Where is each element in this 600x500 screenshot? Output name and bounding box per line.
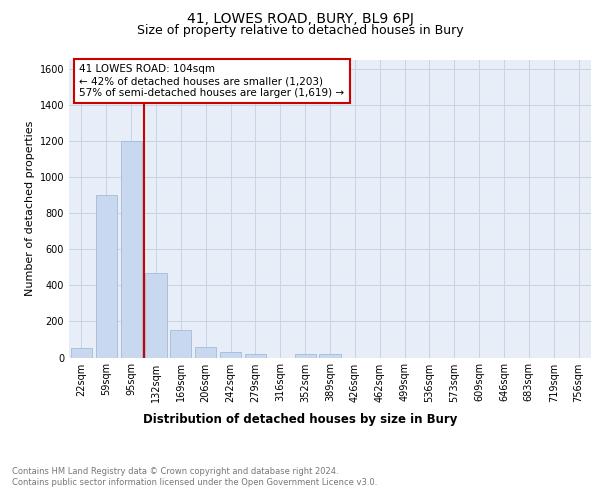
Text: Contains HM Land Registry data © Crown copyright and database right 2024.
Contai: Contains HM Land Registry data © Crown c… [12, 468, 377, 487]
Text: 41, LOWES ROAD, BURY, BL9 6PJ: 41, LOWES ROAD, BURY, BL9 6PJ [187, 12, 413, 26]
Text: 41 LOWES ROAD: 104sqm
← 42% of detached houses are smaller (1,203)
57% of semi-d: 41 LOWES ROAD: 104sqm ← 42% of detached … [79, 64, 344, 98]
Text: Size of property relative to detached houses in Bury: Size of property relative to detached ho… [137, 24, 463, 37]
Bar [295, 354, 316, 358]
Bar [220, 352, 241, 358]
Text: Distribution of detached houses by size in Bury: Distribution of detached houses by size … [143, 412, 457, 426]
Y-axis label: Number of detached properties: Number of detached properties [25, 121, 35, 296]
Bar [145, 273, 167, 357]
Bar [96, 195, 117, 358]
Bar [71, 348, 92, 358]
Bar [245, 354, 266, 358]
Bar [195, 347, 216, 358]
Bar [319, 354, 341, 358]
Bar [121, 141, 142, 358]
Bar [170, 330, 191, 357]
